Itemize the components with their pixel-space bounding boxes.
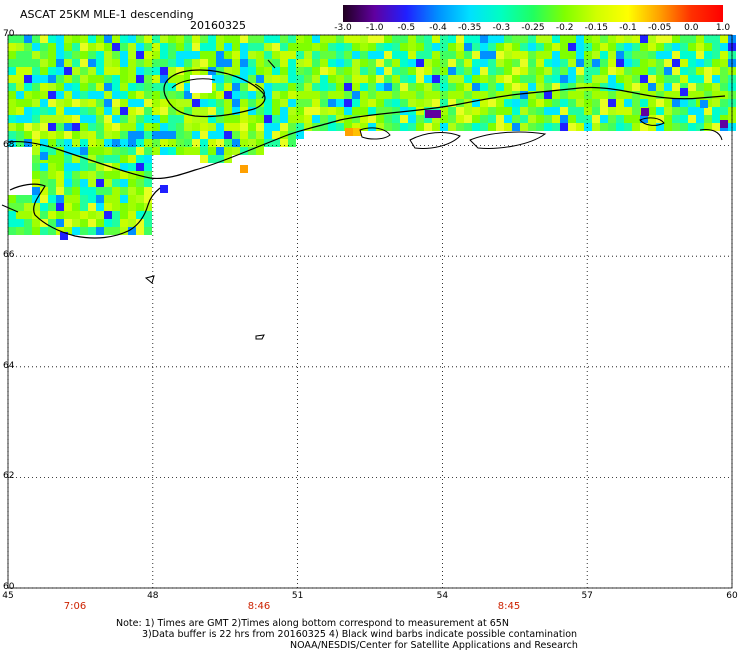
colorbar-tick-label: -0.4 — [429, 23, 447, 33]
lat-label: 70 — [3, 29, 15, 39]
colorbar-tick-label: -0.15 — [584, 23, 608, 33]
lon-label: 48 — [147, 591, 159, 601]
colorbar-tick-label: -0.05 — [648, 23, 672, 33]
colorbar-gradient — [343, 5, 723, 22]
lon-label: 57 — [581, 591, 593, 601]
map-title: ASCAT 25KM MLE-1 descending — [20, 8, 194, 21]
note-line-3: NOAA/NESDIS/Center for Satellite Applica… — [290, 640, 578, 651]
colorbar — [343, 5, 723, 22]
colorbar-tick-label: -3.0 — [334, 23, 352, 33]
lat-label: 60 — [3, 582, 15, 592]
time-label-1: 7:06 — [63, 601, 87, 612]
lat-label: 66 — [3, 250, 15, 261]
lon-label: 51 — [291, 591, 304, 601]
lat-label: 68 — [3, 139, 15, 150]
colorbar-tick-label: -1.0 — [365, 23, 384, 33]
colorbar-tick-label: -0.3 — [492, 23, 511, 33]
note-line-2: 3)Data buffer is 22 hrs from 20160325 4)… — [142, 629, 578, 640]
colorbar-tick-label: -0.35 — [458, 23, 482, 33]
coastline — [1, 59, 726, 340]
colorbar-tick-label: -0.5 — [397, 23, 416, 33]
colorbar-tick-label: -0.1 — [619, 23, 637, 33]
colorbar-tick-label: -0.25 — [521, 23, 545, 33]
time-label-3: 8:45 — [497, 601, 521, 612]
map-date: 20160325 — [190, 19, 246, 32]
colorbar-tick-label: -0.2 — [555, 23, 574, 33]
lon-label: 60 — [726, 591, 738, 601]
note-line-1: Note: 1) Times are GMT 2)Times along bot… — [116, 618, 509, 629]
time-label-2: 8:46 — [247, 601, 271, 612]
lon-label: 54 — [436, 591, 449, 601]
lat-lon-grid — [7, 34, 733, 589]
colorbar-tick-label: 1.0 — [715, 23, 731, 33]
lat-label: 64 — [3, 360, 15, 371]
colorbar-tick-label: 0.0 — [684, 23, 699, 33]
lat-label: 62 — [3, 471, 15, 482]
mle-data-cells — [8, 35, 736, 240]
lon-label: 45 — [2, 591, 14, 601]
